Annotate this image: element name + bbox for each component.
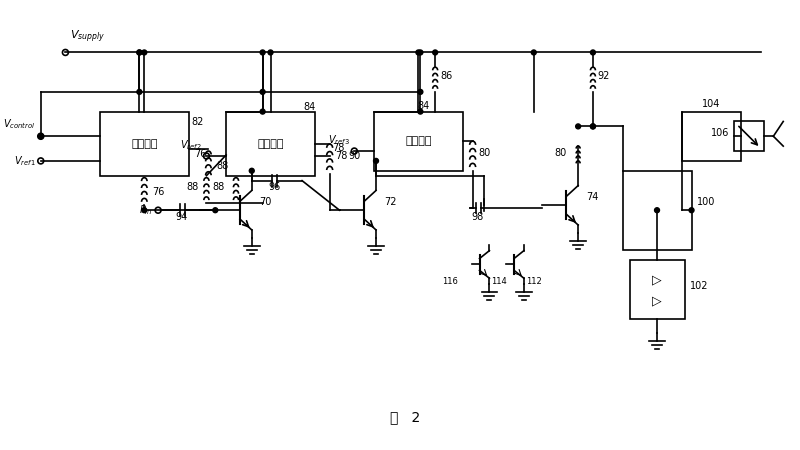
Text: 图   2: 图 2 [390, 410, 421, 424]
Text: 70: 70 [260, 197, 272, 207]
Circle shape [137, 50, 142, 55]
Text: 偏置电路: 偏置电路 [131, 139, 158, 148]
Text: 114: 114 [491, 277, 507, 286]
Text: 94: 94 [176, 212, 188, 222]
Text: 96: 96 [268, 183, 281, 193]
Bar [682, 112, 741, 161]
Text: ▷: ▷ [652, 274, 662, 287]
Circle shape [418, 109, 423, 114]
Text: 92: 92 [598, 71, 610, 81]
Circle shape [260, 109, 265, 114]
Circle shape [260, 90, 265, 94]
Text: $V_{supply}$: $V_{supply}$ [70, 28, 106, 45]
Text: 104: 104 [702, 99, 721, 109]
Text: 78: 78 [333, 143, 345, 153]
Bar [100, 112, 189, 176]
Text: $V_{ref2}$: $V_{ref2}$ [180, 138, 202, 152]
Text: 88: 88 [212, 183, 224, 193]
Circle shape [38, 134, 43, 139]
Bar [622, 171, 691, 250]
Text: 86: 86 [440, 71, 452, 81]
Text: 78: 78 [335, 151, 348, 161]
Text: 84: 84 [304, 102, 316, 112]
Text: 88: 88 [186, 183, 198, 193]
Bar [734, 122, 763, 151]
Circle shape [374, 158, 378, 163]
Circle shape [590, 124, 595, 129]
Text: 74: 74 [586, 192, 598, 202]
Text: 88: 88 [216, 161, 229, 171]
Text: 102: 102 [690, 281, 708, 291]
Text: 76: 76 [152, 187, 165, 198]
Text: $V_{ref1}$: $V_{ref1}$ [14, 154, 36, 168]
Text: ▷: ▷ [652, 294, 662, 307]
Text: $V_{control}$: $V_{control}$ [3, 117, 36, 131]
Text: $V_{ref3}$: $V_{ref3}$ [327, 133, 350, 147]
Circle shape [590, 124, 595, 129]
Circle shape [416, 50, 421, 55]
Text: 76: 76 [194, 149, 206, 159]
Bar [630, 260, 685, 319]
Text: 偏置电路: 偏置电路 [405, 136, 432, 146]
Circle shape [576, 124, 581, 129]
Circle shape [531, 50, 536, 55]
Text: 80: 80 [478, 148, 491, 158]
Circle shape [260, 50, 265, 55]
Circle shape [654, 208, 659, 213]
Circle shape [137, 50, 142, 55]
Circle shape [137, 90, 142, 94]
Circle shape [418, 90, 423, 94]
Text: 84: 84 [418, 101, 430, 111]
Circle shape [250, 168, 254, 173]
Text: 偏置电路: 偏置电路 [258, 139, 284, 148]
Bar [226, 112, 315, 176]
Text: 100: 100 [697, 197, 715, 207]
Circle shape [689, 208, 694, 213]
Text: 80: 80 [554, 148, 566, 158]
Text: 98: 98 [471, 212, 484, 222]
Text: 106: 106 [710, 128, 729, 138]
Text: $P_{in}$: $P_{in}$ [138, 203, 152, 217]
Circle shape [142, 208, 146, 213]
Circle shape [142, 50, 146, 55]
Circle shape [418, 50, 423, 55]
Circle shape [213, 208, 218, 213]
Text: 116: 116 [442, 277, 458, 286]
Circle shape [433, 50, 438, 55]
Text: 82: 82 [192, 117, 204, 126]
Text: 112: 112 [526, 277, 542, 286]
Bar [374, 112, 462, 171]
Text: 72: 72 [384, 197, 396, 207]
Text: 90: 90 [348, 151, 361, 161]
Circle shape [590, 50, 595, 55]
Circle shape [268, 50, 273, 55]
